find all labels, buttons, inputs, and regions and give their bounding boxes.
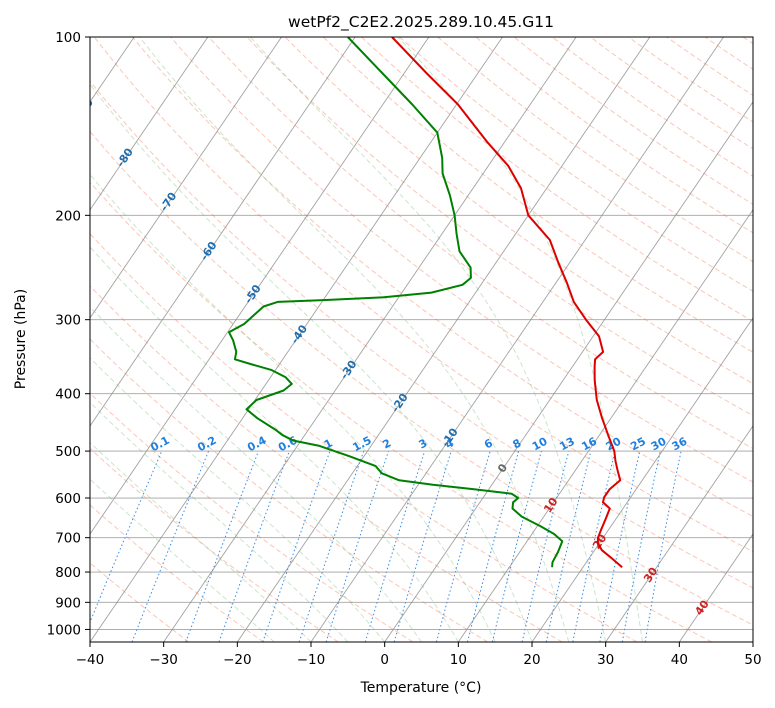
x-tick-label: 40: [671, 652, 688, 668]
moist-adiabat-line: [90, 306, 422, 642]
dry-adiabat-line: [90, 447, 339, 642]
dry-adiabat-line: [437, 37, 753, 263]
x-tick-label: −40: [76, 652, 105, 668]
mixing-ratio-label: 13: [557, 435, 577, 454]
isotherm-grid: [90, 37, 753, 642]
x-axis-label: Temperature (°C): [360, 680, 482, 696]
dry-adiabat-line: [284, 37, 753, 385]
mixing-ratio-line: [218, 450, 290, 642]
isotherm-line: [90, 37, 356, 427]
mixing-ratio-label: 25: [628, 435, 648, 454]
dry-adiabat-line: [551, 37, 753, 177]
mixing-ratio-line: [599, 450, 641, 642]
dry-adiabat-line: [90, 80, 753, 589]
x-tick-label: 10: [450, 652, 467, 668]
mixing-ratio-label: 10: [530, 435, 550, 454]
mixing-ratio-line: [621, 450, 661, 642]
mixing-ratio-label: 16: [579, 435, 599, 454]
dry-adiabat-line: [90, 392, 414, 642]
dry-adiabat-line: [513, 37, 753, 205]
y-tick-label: 500: [55, 444, 81, 460]
dry-adiabat-line: [90, 130, 753, 626]
isotherm-line: [678, 533, 753, 642]
dry-adiabat-line: [361, 37, 753, 322]
isotherm-line: [90, 37, 503, 642]
y-axis: 1000 900 800 700 600 500 400 300 200 100: [47, 30, 90, 638]
y-axis-label: Pressure (hPa): [13, 289, 29, 389]
x-tick-label: −10: [297, 652, 326, 668]
isotherm-line: [384, 101, 753, 642]
dry-adiabat-line: [246, 37, 753, 417]
isotherm-line: [90, 37, 430, 535]
mixing-ratio-line: [90, 450, 163, 624]
y-tick-label: 800: [55, 565, 81, 581]
isotherm-line: [90, 37, 209, 211]
x-tick-label: 30: [597, 652, 614, 668]
mixing-ratio-line: [298, 450, 365, 642]
plot-frame: [89, 36, 754, 643]
mixing-ratio-line: [491, 450, 542, 642]
x-tick-label: 0: [380, 652, 389, 668]
mixing-ratio-label: 30: [649, 435, 669, 454]
x-tick-label: 50: [744, 652, 761, 668]
temperature-profile-line: [391, 37, 623, 568]
isotherm-line: [531, 317, 753, 642]
y-tick-label: 300: [55, 313, 81, 329]
isobar-grid: [90, 37, 753, 630]
x-axis: −40 −30 −20 −10 0 10 20 30 40 50: [76, 642, 762, 668]
dry-adiabat-line: [322, 37, 753, 353]
mixing-ratio-label: 36: [670, 435, 690, 454]
x-tick-label: 20: [523, 652, 540, 668]
mixing-ratio-line: [572, 450, 616, 642]
dry-adiabat-line: [90, 181, 712, 642]
dry-adiabat-line: [208, 37, 753, 450]
moist-adiabat-line: [90, 246, 459, 642]
mixing-ratio-lines: [90, 450, 682, 642]
moist-adiabat-line: [90, 401, 349, 642]
moist-adiabat-line: [397, 37, 643, 642]
dry-adiabat-line: [132, 37, 753, 518]
y-tick-label: 100: [55, 30, 81, 46]
mixing-ratio-label: 20: [604, 435, 624, 454]
x-tick-label: −30: [149, 652, 178, 668]
x-tick-label: −20: [223, 652, 252, 668]
mixing-ratio-line: [393, 450, 452, 642]
isotherm-line: [236, 37, 651, 642]
sounding-profiles: [228, 37, 623, 568]
mixing-ratio-line: [325, 450, 389, 642]
isotherm-line: [90, 37, 282, 319]
mixing-ratio-line: [644, 450, 682, 642]
mixing-ratio-line: [467, 450, 520, 642]
moist-adiabats: [90, 37, 643, 642]
mixing-ratio-line: [262, 450, 331, 642]
y-tick-label: 600: [55, 491, 81, 507]
y-tick-label: 700: [55, 531, 81, 547]
isotherm-line: [457, 209, 753, 642]
y-tick-label: 400: [55, 387, 81, 403]
isotherm-line: [310, 37, 724, 642]
moist-adiabat-line: [139, 37, 570, 642]
isotherm-line: [605, 425, 753, 642]
mixing-ratio-line: [521, 450, 570, 642]
moist-adiabat-line: [250, 37, 607, 642]
dewpoint-profile-line: [228, 37, 564, 568]
chart-title: wetPf2_C2E2.2025.289.10.45.G11: [288, 13, 554, 32]
dry-adiabat-line: [93, 37, 753, 553]
isotherm-line: [163, 37, 577, 642]
y-tick-label: 200: [55, 208, 81, 224]
y-tick-label: 900: [55, 595, 81, 611]
mixing-ratio-line: [364, 450, 426, 642]
mixing-ratio-line: [435, 450, 491, 642]
y-tick-label: 1000: [47, 622, 81, 638]
